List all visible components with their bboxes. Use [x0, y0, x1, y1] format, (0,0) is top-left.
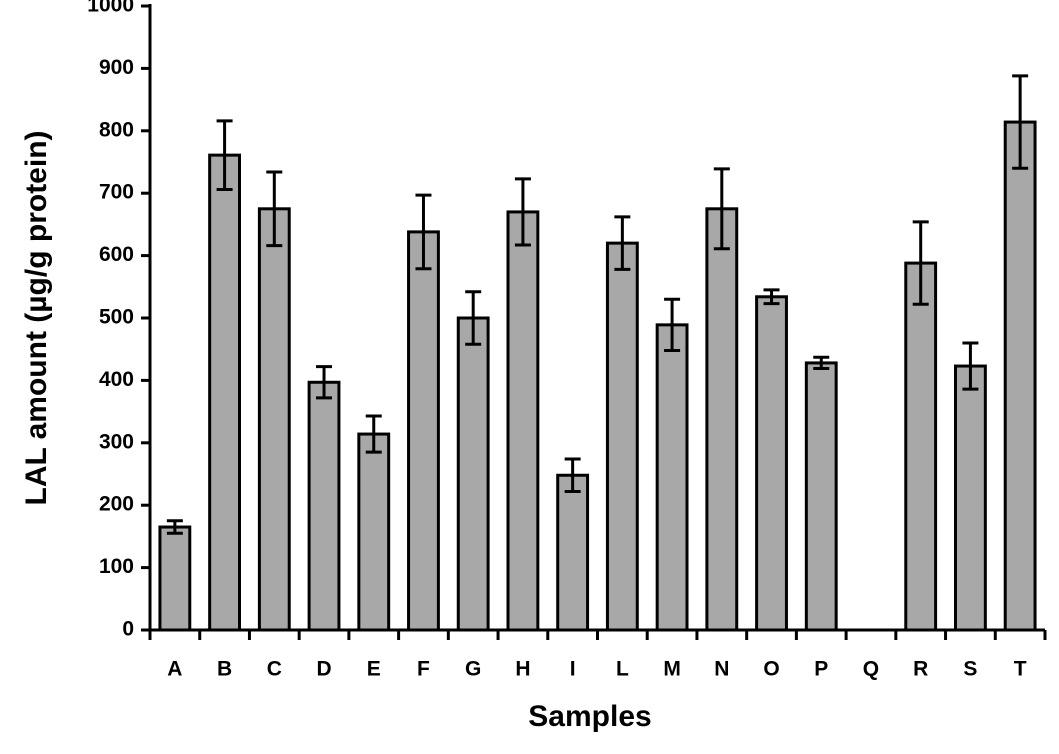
y-tick-label: 300: [99, 430, 134, 453]
bar: [904, 261, 938, 632]
error-bar: [962, 341, 979, 391]
error-bar: [813, 355, 830, 371]
y-tick-label: 100: [99, 555, 134, 578]
y-tick-label: 500: [99, 306, 134, 329]
y-tick-label: 400: [99, 368, 134, 391]
x-tick-label: S: [963, 658, 977, 681]
bar: [456, 316, 490, 632]
y-axis-title: LAL amount (µg/g protein): [20, 130, 53, 505]
y-tick-label: 800: [99, 118, 134, 141]
x-tick-label: D: [316, 658, 331, 681]
bar: [407, 230, 440, 632]
x-tick-label: E: [367, 658, 381, 681]
error-bar: [415, 193, 432, 271]
y-tick-label: 600: [99, 243, 134, 266]
x-tick-label: I: [570, 658, 576, 681]
bar: [257, 207, 291, 632]
x-tick-label: M: [663, 658, 681, 681]
x-tick-label: A: [167, 658, 182, 681]
y-tick-label: 900: [99, 56, 134, 79]
error-bar: [216, 119, 233, 191]
y-tick-label: 0: [122, 618, 134, 641]
error-bar: [664, 297, 681, 352]
x-tick-label: N: [714, 658, 729, 681]
error-bar: [166, 519, 183, 535]
bar: [307, 380, 341, 632]
bar: [605, 241, 639, 632]
error-bar: [266, 170, 283, 248]
x-tick-label: G: [465, 658, 481, 681]
bar: [158, 525, 192, 632]
x-tick-label: H: [515, 658, 530, 681]
bar: [954, 364, 987, 632]
y-tick-label: 1000: [87, 0, 134, 17]
bar: [655, 323, 689, 632]
error-bar: [1012, 74, 1029, 170]
y-tick-label: 700: [99, 181, 134, 204]
error-bar: [912, 220, 929, 306]
x-tick-label: O: [763, 658, 779, 681]
bar: [1003, 120, 1037, 632]
bar: [208, 153, 242, 632]
bar: [705, 207, 739, 632]
error-bar: [614, 215, 631, 271]
bar: [556, 473, 590, 632]
x-tick-label: R: [913, 658, 928, 681]
x-tick-label: B: [217, 658, 232, 681]
bar: [506, 210, 540, 632]
bar: [755, 295, 788, 632]
x-axis-title: Samples: [528, 700, 651, 733]
x-tick-label: C: [267, 658, 282, 681]
x-tick-label: T: [1014, 658, 1027, 681]
x-tick-label: Q: [863, 658, 879, 681]
error-bar: [564, 457, 581, 493]
bar: [357, 432, 391, 632]
error-bar: [465, 290, 482, 346]
x-tick-label: P: [814, 658, 828, 681]
bar: [804, 361, 838, 632]
x-tick-label: F: [417, 658, 430, 681]
error-bar: [713, 167, 730, 251]
x-tick-label: L: [616, 658, 629, 681]
y-tick-label: 200: [99, 493, 134, 516]
error-bar: [316, 365, 333, 400]
error-bar: [365, 414, 382, 454]
error-bar: [763, 288, 780, 306]
error-bar: [514, 177, 531, 247]
